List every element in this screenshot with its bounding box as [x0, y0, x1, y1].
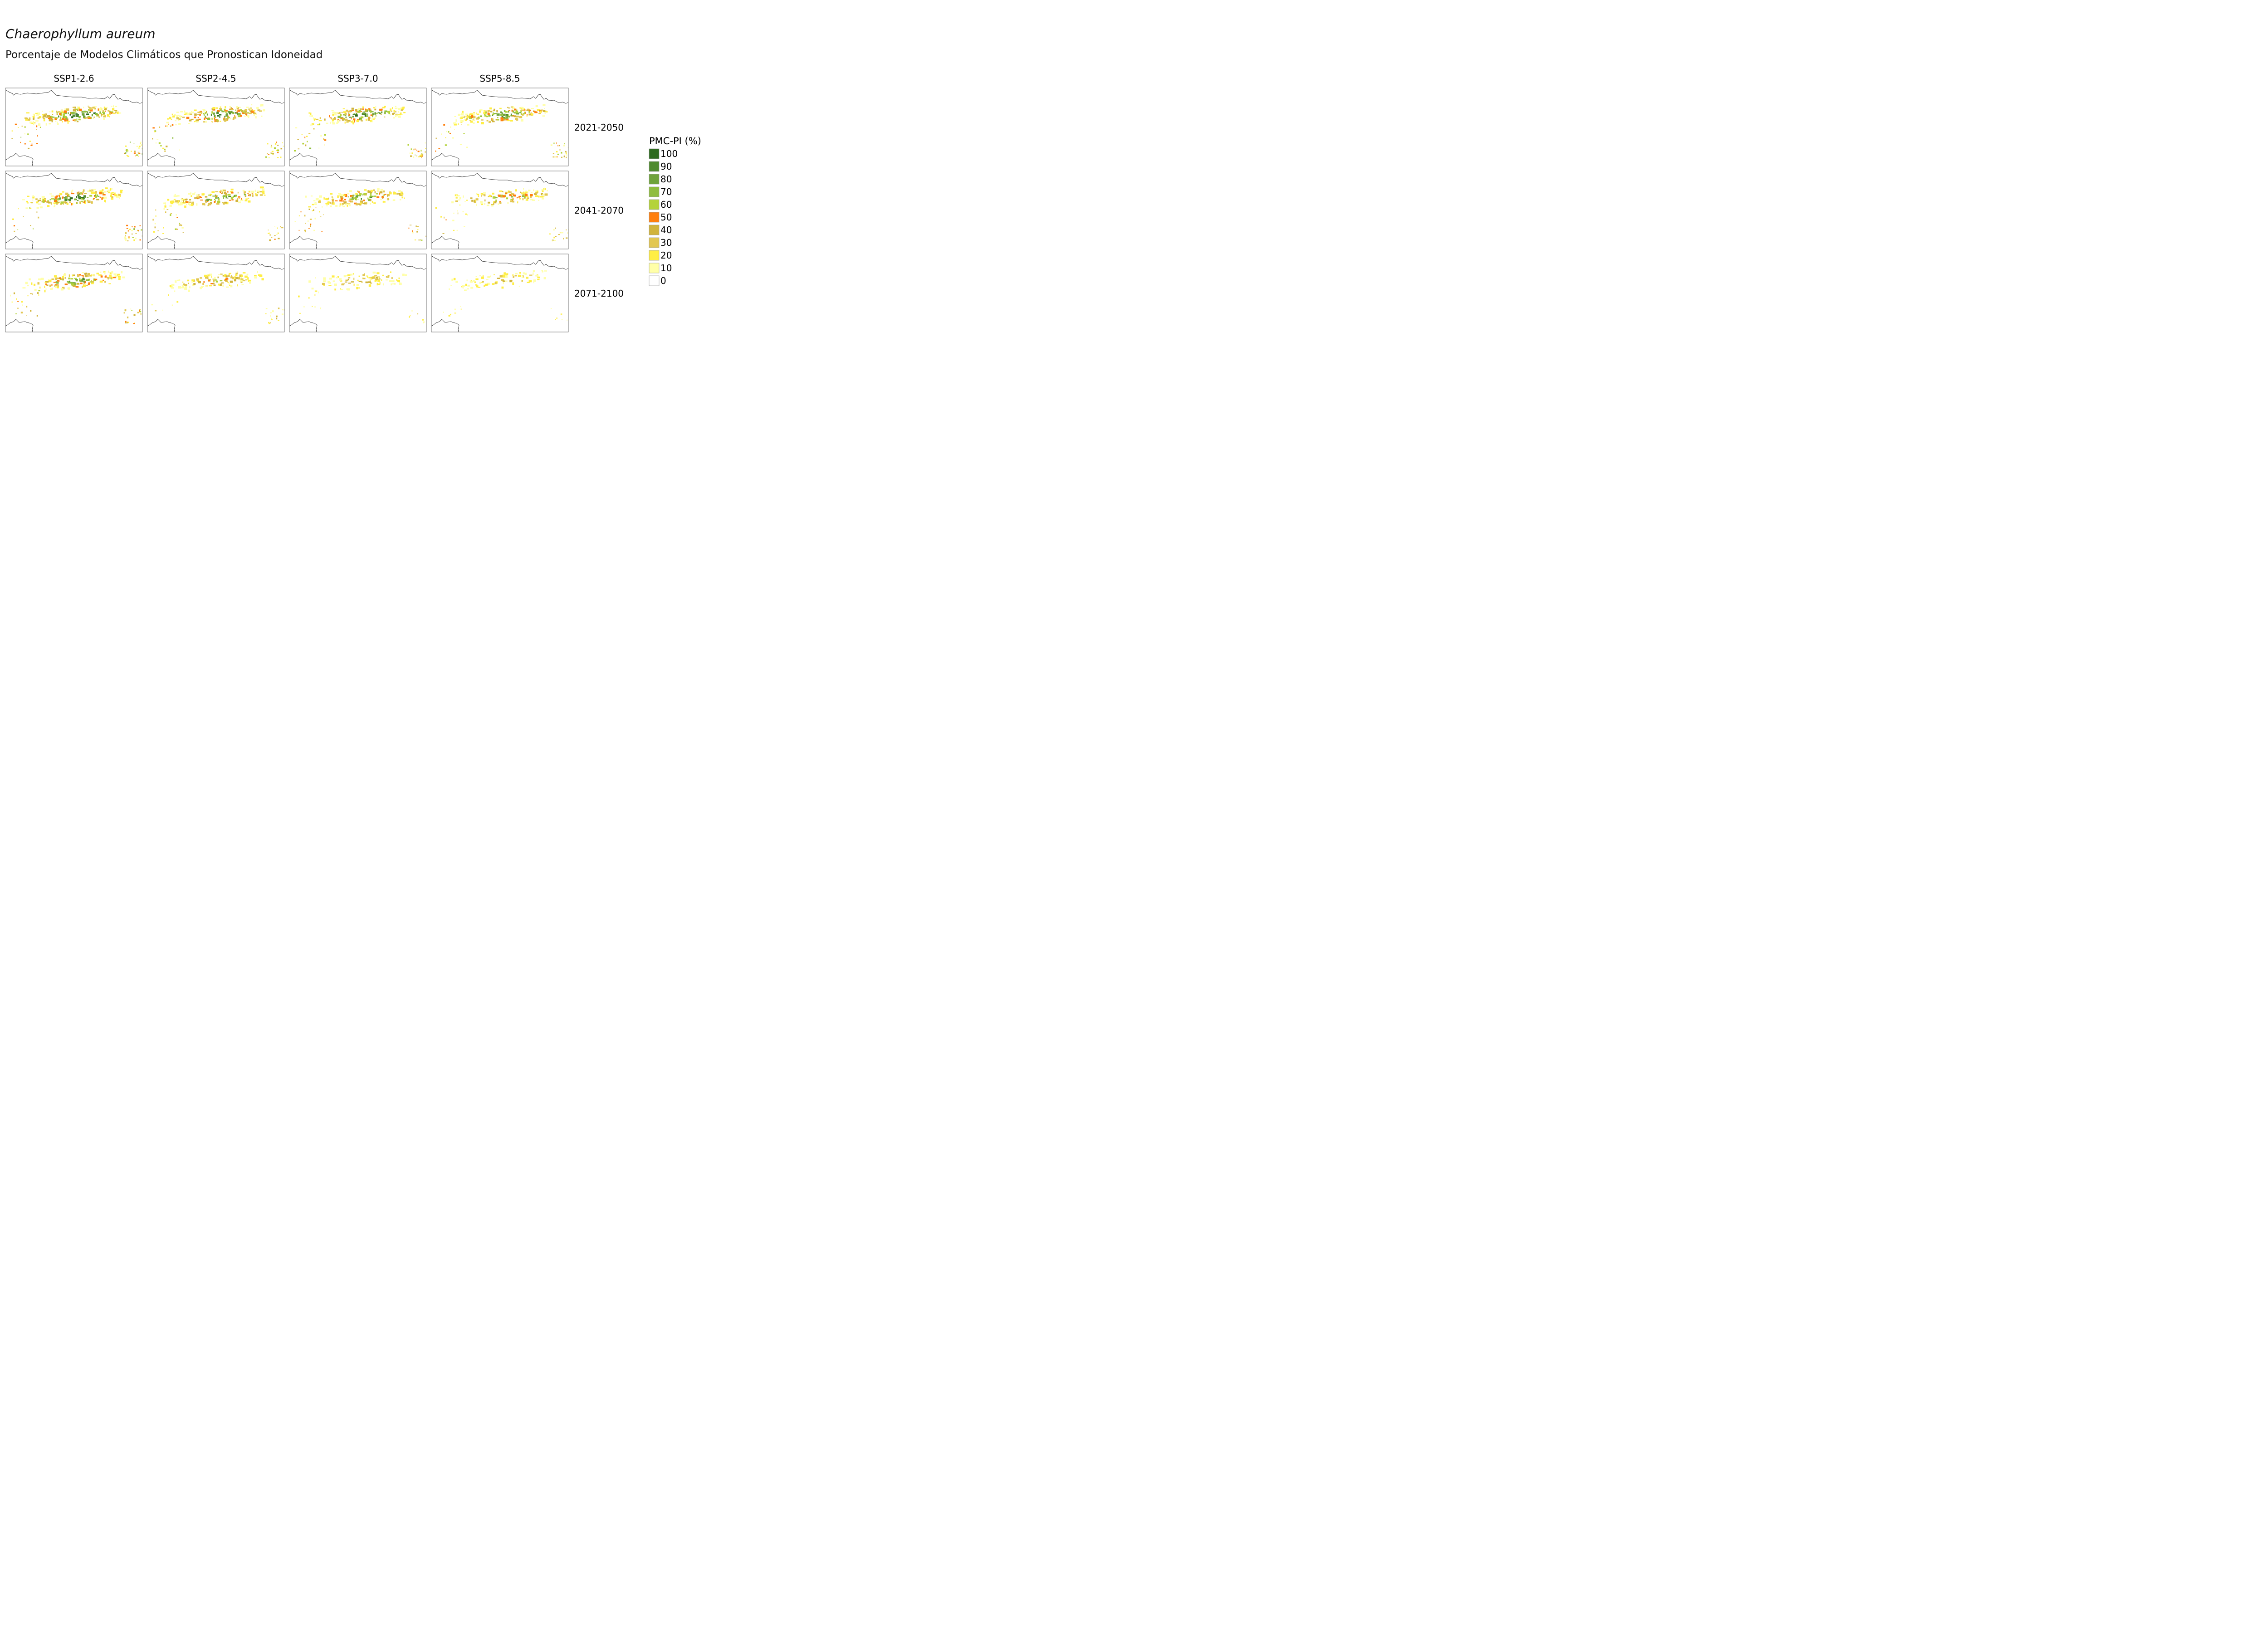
row-label: 2021-2050	[574, 122, 624, 133]
map-panels	[5, 88, 569, 332]
coastline	[290, 173, 426, 187]
row-label: 2071-2100	[574, 288, 624, 299]
suitability-area	[443, 270, 568, 321]
map-panel	[147, 171, 285, 249]
coastline	[5, 319, 34, 332]
legend-swatch	[649, 161, 660, 172]
coastline	[431, 153, 459, 166]
legend-swatch	[649, 212, 660, 223]
coastline	[289, 236, 318, 249]
column-label: SSP2-4.5	[196, 73, 236, 84]
legend-swatch	[649, 174, 660, 185]
panel-frame	[289, 171, 427, 249]
coastline	[147, 236, 176, 249]
coastline	[289, 153, 318, 166]
map-panel	[5, 88, 143, 166]
legend-swatch	[649, 263, 660, 274]
legend-swatch	[649, 237, 660, 248]
chart-svg: Chaerophyllum aureum Porcentaje de Model…	[5, 26, 701, 332]
coastline	[148, 173, 284, 187]
legend-swatch	[649, 148, 660, 159]
coastline	[290, 256, 426, 270]
row-label: 2041-2070	[574, 205, 624, 216]
coastline	[147, 319, 176, 332]
legend-swatch	[649, 186, 660, 197]
column-label: SSP1-2.6	[54, 73, 94, 84]
coastline	[289, 319, 318, 332]
suitability-area	[298, 271, 425, 323]
legend-label: 60	[660, 199, 672, 210]
suitability-area	[294, 188, 426, 241]
coastline	[432, 90, 568, 104]
panel-frame	[289, 88, 427, 166]
panel-frame	[5, 171, 143, 249]
map-panel	[289, 171, 427, 249]
legend-label: 50	[660, 212, 672, 223]
column-label: SSP5-8.5	[479, 73, 520, 84]
legend-label: 30	[660, 237, 672, 248]
chart-subtitle: Porcentaje de Modelos Climáticos que Pro…	[5, 49, 323, 61]
figure: Chaerophyllum aureum Porcentaje de Model…	[0, 0, 711, 360]
map-panel	[431, 254, 569, 332]
panel-frame	[147, 88, 285, 166]
legend-label: 20	[660, 250, 672, 261]
map-panel	[431, 88, 569, 166]
coastline	[5, 153, 34, 166]
panel-frame	[289, 254, 427, 332]
suitability-area	[294, 106, 426, 158]
suitability-area	[435, 187, 568, 242]
legend-label: 90	[660, 161, 672, 172]
coastline	[6, 90, 142, 104]
coastline	[6, 173, 142, 187]
chart-title: Chaerophyllum aureum	[5, 26, 156, 41]
legend-swatch	[649, 199, 660, 210]
legend-swatch	[649, 275, 660, 286]
legend-swatch	[649, 250, 660, 261]
panel-frame	[431, 254, 569, 332]
map-panel	[289, 254, 427, 332]
panel-frame	[431, 88, 569, 166]
legend-swatch	[649, 225, 660, 235]
suitability-area	[152, 104, 284, 159]
panel-frame	[147, 171, 285, 249]
suitability-area	[11, 105, 142, 157]
suitability-area	[10, 270, 142, 324]
legend-label: 10	[660, 263, 672, 274]
coastline	[147, 153, 176, 166]
legend-title: PMC-PI (%)	[649, 136, 701, 147]
map-panel	[147, 88, 285, 166]
coastline	[431, 236, 459, 249]
suitability-area	[152, 186, 284, 241]
map-panel	[5, 171, 143, 249]
coastline	[290, 90, 426, 104]
suitability-area	[151, 271, 284, 324]
panel-frame	[147, 254, 285, 332]
suitability-area	[435, 104, 568, 158]
column-labels: SSP1-2.6 SSP2-4.5 SSP3-7.0 SSP5-8.5	[54, 73, 520, 84]
legend-label: 40	[660, 225, 672, 235]
legend-label: 0	[660, 275, 666, 286]
coastline	[148, 256, 284, 270]
suitability-area	[12, 187, 142, 242]
coastline	[432, 173, 568, 187]
coastline	[6, 256, 142, 270]
legend-label: 100	[660, 148, 678, 159]
coastline	[5, 236, 34, 249]
map-panel	[289, 88, 427, 166]
map-panel	[431, 171, 569, 249]
panel-frame	[5, 88, 143, 166]
coastline	[148, 90, 284, 104]
legend-label: 80	[660, 174, 672, 185]
legend-label: 70	[660, 186, 672, 197]
coastline	[431, 319, 459, 332]
row-labels: 2021-2050 2041-2070 2071-2100	[574, 122, 624, 299]
panel-frame	[431, 171, 569, 249]
panel-frame	[5, 254, 143, 332]
column-label: SSP3-7.0	[337, 73, 378, 84]
coastline	[432, 256, 568, 270]
map-panel	[5, 254, 143, 332]
map-panel	[147, 254, 285, 332]
